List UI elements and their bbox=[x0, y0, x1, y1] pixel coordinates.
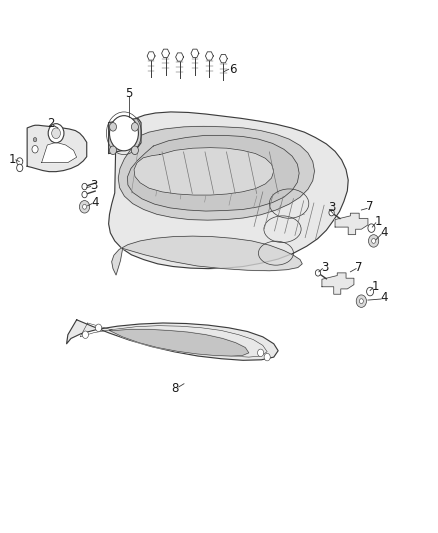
Circle shape bbox=[315, 270, 321, 276]
Circle shape bbox=[95, 324, 102, 332]
Circle shape bbox=[82, 191, 87, 198]
Circle shape bbox=[82, 205, 87, 209]
Text: 3: 3 bbox=[321, 261, 328, 273]
Circle shape bbox=[48, 124, 64, 143]
Text: 4: 4 bbox=[380, 291, 388, 304]
Text: 5: 5 bbox=[126, 87, 133, 100]
Polygon shape bbox=[118, 126, 314, 220]
Circle shape bbox=[82, 331, 88, 338]
Polygon shape bbox=[134, 148, 274, 195]
Circle shape bbox=[110, 123, 117, 131]
Polygon shape bbox=[205, 52, 213, 60]
Circle shape bbox=[264, 353, 270, 361]
Text: 6: 6 bbox=[229, 63, 237, 76]
Polygon shape bbox=[191, 49, 199, 58]
Circle shape bbox=[17, 158, 23, 165]
Circle shape bbox=[110, 116, 138, 151]
Text: 7: 7 bbox=[366, 200, 374, 213]
Circle shape bbox=[131, 123, 138, 131]
Polygon shape bbox=[176, 53, 184, 61]
Circle shape bbox=[52, 128, 60, 139]
Circle shape bbox=[17, 164, 23, 172]
Circle shape bbox=[329, 209, 334, 216]
Text: 3: 3 bbox=[91, 179, 98, 192]
Circle shape bbox=[110, 146, 117, 155]
Text: 2: 2 bbox=[47, 117, 55, 130]
Text: 4: 4 bbox=[380, 227, 388, 239]
Text: 1: 1 bbox=[8, 154, 16, 166]
Circle shape bbox=[258, 349, 264, 357]
Polygon shape bbox=[109, 112, 348, 269]
Text: 7: 7 bbox=[355, 261, 363, 273]
Circle shape bbox=[82, 183, 87, 190]
Circle shape bbox=[131, 146, 138, 155]
Text: 1: 1 bbox=[372, 280, 380, 293]
Circle shape bbox=[32, 146, 38, 153]
Polygon shape bbox=[110, 329, 249, 356]
Polygon shape bbox=[112, 236, 302, 275]
Circle shape bbox=[356, 295, 367, 308]
Circle shape bbox=[79, 200, 90, 213]
Text: 1: 1 bbox=[375, 215, 383, 228]
Polygon shape bbox=[322, 273, 354, 294]
Circle shape bbox=[368, 235, 379, 247]
Polygon shape bbox=[127, 135, 299, 211]
Circle shape bbox=[367, 287, 374, 296]
Polygon shape bbox=[335, 213, 368, 235]
Polygon shape bbox=[147, 52, 155, 60]
Circle shape bbox=[368, 224, 375, 232]
Circle shape bbox=[33, 138, 37, 142]
Polygon shape bbox=[109, 118, 141, 154]
Text: 3: 3 bbox=[328, 201, 336, 214]
Polygon shape bbox=[162, 49, 170, 58]
Text: 4: 4 bbox=[92, 196, 99, 208]
Text: 8: 8 bbox=[172, 382, 179, 394]
Polygon shape bbox=[27, 125, 87, 172]
Circle shape bbox=[371, 239, 375, 243]
Polygon shape bbox=[219, 54, 227, 63]
Polygon shape bbox=[42, 142, 77, 163]
Circle shape bbox=[359, 298, 363, 304]
Polygon shape bbox=[67, 320, 278, 360]
